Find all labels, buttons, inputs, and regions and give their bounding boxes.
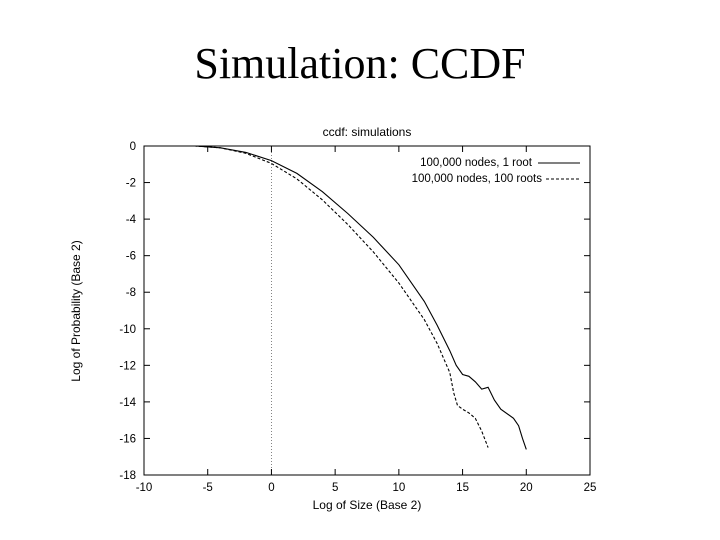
x-tick-label-5: 15 — [456, 482, 469, 494]
series-layer — [144, 145, 527, 450]
y-tick-label-1: -2 — [126, 178, 136, 190]
series-line-100-roots — [144, 145, 489, 448]
y-tick-label-7: -14 — [119, 397, 136, 409]
y-tick-label-2: -4 — [126, 214, 137, 226]
x-tick-label-2: 0 — [268, 482, 274, 494]
y-tick-label-9: -18 — [119, 470, 136, 482]
y-axis-ticks: 0 -2 -4 -6 -8 -10 -12 -14 -16 -18 — [119, 141, 590, 482]
plot-frame — [143, 145, 591, 476]
y-tick-label-4: -8 — [126, 287, 136, 299]
x-axis-label: Log of Size (Base 2) — [313, 498, 422, 512]
x-axis-ticks: -10 -5 0 5 10 15 20 25 — [136, 146, 597, 494]
x-tick-label-3: 5 — [332, 482, 338, 494]
y-axis-label: Log of Probability (Base 2) — [69, 240, 83, 381]
slide-title: Simulation: CCDF — [194, 39, 526, 88]
legend: 100,000 nodes, 1 root 100,000 nodes, 100… — [412, 157, 580, 185]
y-tick-label-6: -12 — [119, 360, 136, 372]
y-tick-label-8: -16 — [119, 433, 136, 445]
chart-title: ccdf: simulations — [323, 125, 412, 139]
x-tick-label-1: -5 — [203, 482, 213, 494]
legend-label-100-roots: 100,000 nodes, 100 roots — [412, 173, 543, 185]
y-tick-label-3: -6 — [126, 251, 136, 263]
y-tick-label-0: 0 — [130, 141, 136, 153]
x-tick-label-6: 20 — [520, 482, 533, 494]
x-tick-label-0: -10 — [136, 482, 153, 494]
x-tick-label-4: 10 — [392, 482, 405, 494]
y-tick-label-5: -10 — [119, 324, 136, 336]
x-tick-label-7: 25 — [584, 482, 597, 494]
legend-label-1-root: 100,000 nodes, 1 root — [420, 157, 533, 169]
series-line-1-root — [144, 145, 527, 450]
